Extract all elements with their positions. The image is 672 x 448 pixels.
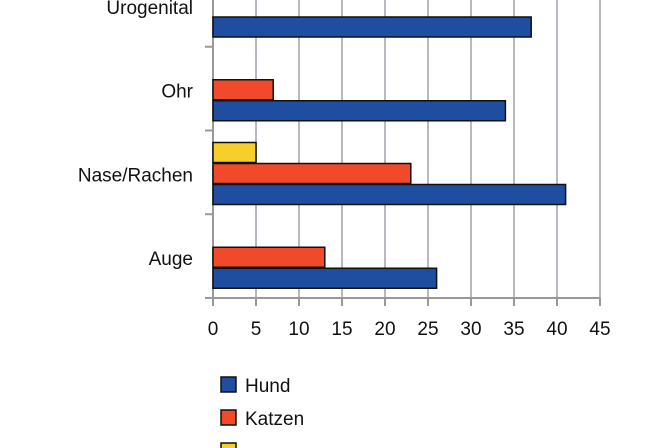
x-tick-label: 35 — [503, 319, 524, 340]
x-tick-label: 30 — [460, 319, 481, 340]
bar — [212, 141, 257, 164]
bar — [212, 267, 438, 289]
x-tick-label: 45 — [589, 319, 610, 340]
x-tick-label: 20 — [374, 319, 395, 340]
y-tick-label: Urogenital — [106, 0, 193, 19]
y-tick-label: Ohr — [161, 82, 193, 103]
x-tick-label: 10 — [288, 319, 309, 340]
x-tick-label: 15 — [331, 319, 352, 340]
bar — [212, 246, 326, 268]
x-tick-label: 40 — [546, 319, 567, 340]
bar — [212, 100, 507, 122]
y-tick-label: Auge — [149, 249, 193, 270]
x-tick-label: 5 — [251, 319, 262, 340]
legend-swatch — [220, 409, 237, 426]
x-tick-label: 0 — [208, 319, 219, 340]
x-tick-label: 25 — [417, 319, 438, 340]
bar — [212, 183, 567, 206]
legend-label: Katzen — [245, 409, 304, 430]
legend-swatch — [220, 442, 237, 448]
legend-swatch — [220, 376, 237, 393]
y-tick-label: Nase/Rachen — [78, 165, 193, 186]
bar — [212, 162, 412, 185]
bar — [212, 79, 274, 101]
bar — [212, 16, 532, 38]
legend-label: Hund — [245, 376, 290, 397]
